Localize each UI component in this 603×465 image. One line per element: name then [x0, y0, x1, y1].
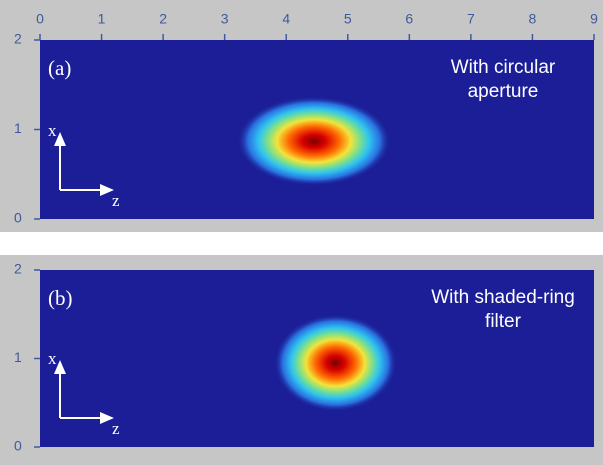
- x-tick-label: 0: [36, 11, 44, 27]
- annotation: filter: [485, 311, 522, 332]
- annotation: With circular: [451, 57, 556, 78]
- intensity-spot: [237, 96, 391, 186]
- panel-label: (b): [48, 286, 73, 310]
- annotation: With shaded-ring: [431, 287, 575, 308]
- axis-letter: x: [48, 121, 57, 140]
- body: 0120123456789(a)With circularaperturexz0…: [0, 0, 603, 465]
- y-tick-label: 0: [14, 438, 22, 454]
- axis-letter: z: [112, 419, 120, 438]
- y-tick-label: 1: [14, 349, 22, 365]
- x-tick-label: 6: [405, 11, 413, 27]
- x-tick-label: 2: [159, 11, 167, 27]
- x-tick-label: 5: [344, 11, 352, 27]
- intensity-spot: [274, 314, 397, 411]
- x-tick-label: 3: [221, 11, 229, 27]
- panel-label: (a): [48, 56, 71, 80]
- x-tick-label: 1: [98, 11, 106, 27]
- x-tick-label: 4: [282, 11, 290, 27]
- page: Beam spots body { margin: 0; background:…: [0, 0, 603, 465]
- y-tick-label: 2: [14, 261, 22, 277]
- x-tick-label: 9: [590, 11, 598, 27]
- x-tick-label: 7: [467, 11, 475, 27]
- annotation: aperture: [468, 81, 539, 102]
- axis-letter: x: [48, 349, 57, 368]
- y-tick-label: 2: [14, 31, 22, 47]
- y-tick-label: 0: [14, 210, 22, 226]
- y-tick-label: 1: [14, 120, 22, 136]
- figure: 0120123456789(a)With circularaperturexz0…: [0, 0, 603, 465]
- axis-letter: z: [112, 191, 120, 210]
- x-tick-label: 8: [529, 11, 537, 27]
